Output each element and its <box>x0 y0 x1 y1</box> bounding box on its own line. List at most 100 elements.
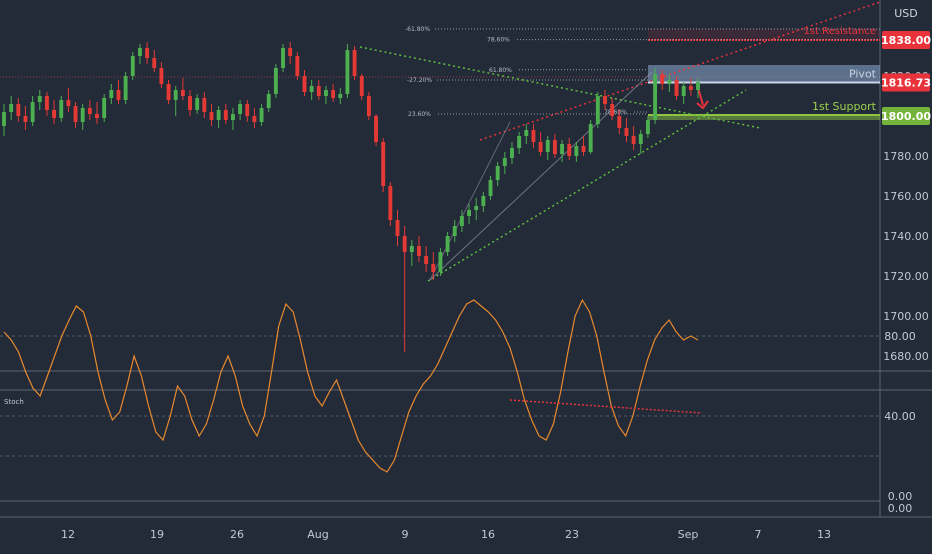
candle-body[interactable] <box>517 136 522 148</box>
candle-body[interactable] <box>2 112 6 126</box>
candle-body[interactable] <box>631 136 636 144</box>
candle-body[interactable] <box>603 96 607 104</box>
candle-body[interactable] <box>245 104 250 116</box>
candle-body[interactable] <box>145 48 150 58</box>
candle-body[interactable] <box>73 106 78 122</box>
candle-body[interactable] <box>488 180 493 196</box>
candle-body[interactable] <box>481 196 486 206</box>
candle-body[interactable] <box>595 96 600 124</box>
candle-body[interactable] <box>424 256 429 264</box>
candle-body[interactable] <box>359 76 364 96</box>
candle-body[interactable] <box>223 110 228 120</box>
candle-body[interactable] <box>80 108 85 122</box>
candle-body[interactable] <box>16 104 21 116</box>
candle-body[interactable] <box>538 142 543 152</box>
candle-body[interactable] <box>581 146 586 152</box>
candle-body[interactable] <box>159 68 164 84</box>
candle-body[interactable] <box>188 96 192 110</box>
candle-body[interactable] <box>352 50 357 76</box>
candle-body[interactable] <box>173 90 178 100</box>
candle-body[interactable] <box>123 76 128 100</box>
candle-body[interactable] <box>44 96 49 110</box>
candle-body[interactable] <box>417 246 421 256</box>
candle-body[interactable] <box>674 80 679 96</box>
candle-body[interactable] <box>560 144 565 154</box>
candle-body[interactable] <box>209 112 214 120</box>
candle-body[interactable] <box>574 146 579 156</box>
candle-body[interactable] <box>588 124 593 152</box>
candle-body[interactable] <box>653 74 658 120</box>
candle-body[interactable] <box>645 120 650 134</box>
candle-body[interactable] <box>395 220 400 236</box>
candle-body[interactable] <box>688 86 693 90</box>
candle-body[interactable] <box>567 144 572 156</box>
candle-body[interactable] <box>474 206 479 210</box>
candle-body[interactable] <box>195 98 200 110</box>
candle-body[interactable] <box>216 110 221 120</box>
candle-body[interactable] <box>638 134 643 144</box>
stochastic-pane[interactable]: Stoch <box>0 298 880 502</box>
candle-body[interactable] <box>95 114 99 118</box>
candle-body[interactable] <box>109 90 114 98</box>
candle-body[interactable] <box>52 110 57 118</box>
candle-body[interactable] <box>30 102 35 122</box>
candle-body[interactable] <box>610 104 615 116</box>
candle-body[interactable] <box>374 116 378 142</box>
candle-body[interactable] <box>381 142 386 186</box>
candle-body[interactable] <box>660 74 665 84</box>
candle-body[interactable] <box>681 86 686 96</box>
candle-body[interactable] <box>130 56 135 76</box>
candle-body[interactable] <box>252 116 257 122</box>
candle-body[interactable] <box>552 140 557 154</box>
candle-body[interactable] <box>288 48 293 56</box>
candle-body[interactable] <box>23 116 28 122</box>
candle-body[interactable] <box>331 90 336 98</box>
candle-body[interactable] <box>617 116 622 128</box>
candle-body[interactable] <box>202 98 207 112</box>
candle-body[interactable] <box>102 98 107 118</box>
candle-body[interactable] <box>696 82 700 90</box>
candle-body[interactable] <box>59 100 64 118</box>
candle-body[interactable] <box>309 86 314 92</box>
candle-body[interactable] <box>137 48 142 56</box>
candle-body[interactable] <box>467 210 471 216</box>
candle-body[interactable] <box>302 76 307 92</box>
candle-body[interactable] <box>266 94 271 108</box>
candle-body[interactable] <box>452 226 457 236</box>
candle-body[interactable] <box>345 50 350 94</box>
candles[interactable] <box>2 42 700 352</box>
candle-body[interactable] <box>231 114 235 120</box>
candle-body[interactable] <box>667 80 672 84</box>
candle-body[interactable] <box>273 68 278 94</box>
candle-body[interactable] <box>388 186 393 220</box>
candle-body[interactable] <box>37 96 42 102</box>
candle-body[interactable] <box>402 236 407 252</box>
candle-body[interactable] <box>545 140 550 152</box>
candle-body[interactable] <box>180 90 185 96</box>
candle-body[interactable] <box>524 130 529 136</box>
candle-body[interactable] <box>459 216 464 226</box>
candle-body[interactable] <box>238 104 243 114</box>
candle-body[interactable] <box>281 48 285 68</box>
candle-body[interactable] <box>431 264 436 272</box>
candle-body[interactable] <box>9 104 14 112</box>
candle-body[interactable] <box>531 130 536 142</box>
candle-body[interactable] <box>295 56 300 76</box>
candle-body[interactable] <box>152 58 157 68</box>
candle-body[interactable] <box>445 236 450 252</box>
candle-body[interactable] <box>624 128 629 136</box>
candle-body[interactable] <box>366 96 371 116</box>
candle-body[interactable] <box>338 94 343 98</box>
candle-body[interactable] <box>438 252 443 272</box>
candle-body[interactable] <box>510 148 514 158</box>
candle-body[interactable] <box>259 108 264 122</box>
candle-body[interactable] <box>166 84 171 100</box>
candle-body[interactable] <box>324 90 328 96</box>
stoch-line[interactable] <box>3 298 699 473</box>
candle-body[interactable] <box>316 86 321 96</box>
candle-body[interactable] <box>502 158 507 166</box>
candle-body[interactable] <box>116 90 121 100</box>
candle-body[interactable] <box>409 246 414 252</box>
candle-body[interactable] <box>66 100 71 106</box>
